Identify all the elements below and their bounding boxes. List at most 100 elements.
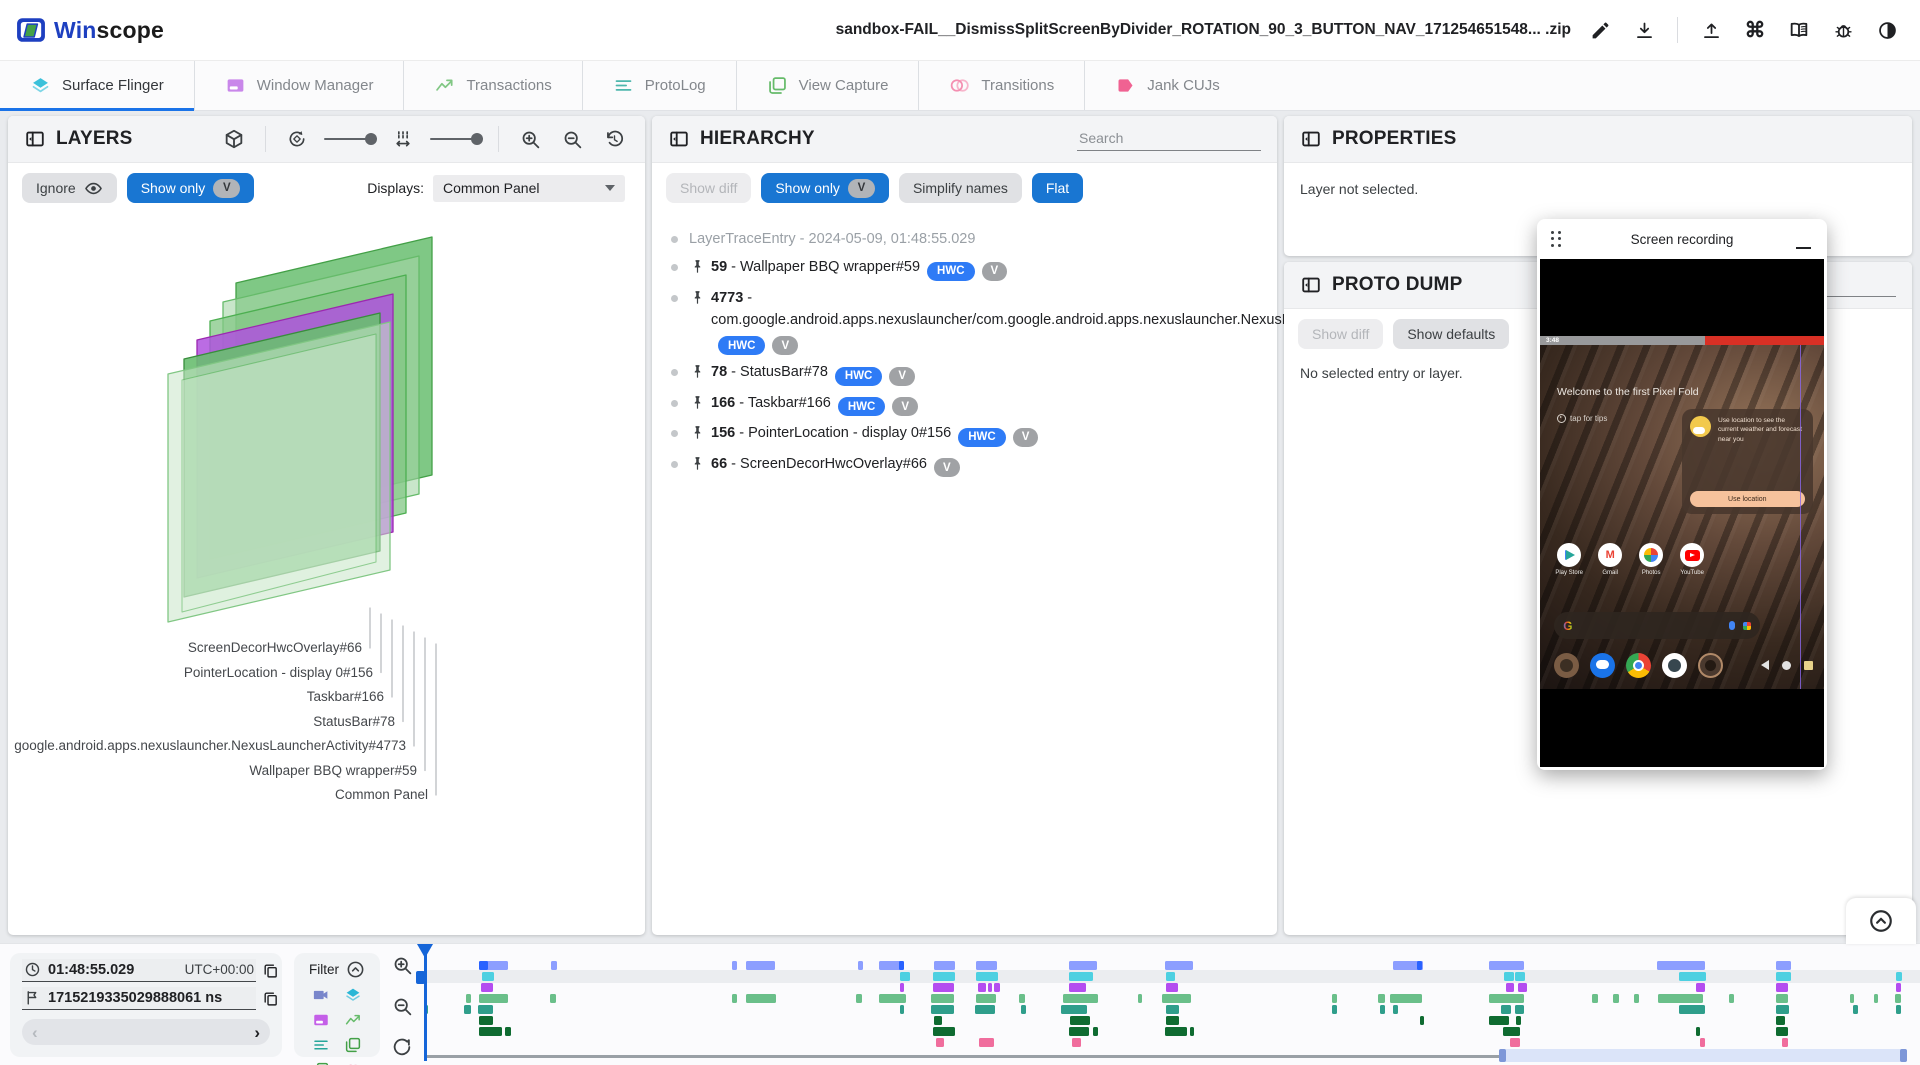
show-diff-button[interactable]: Show diff bbox=[666, 173, 752, 203]
trace-block-surface-flinger[interactable] bbox=[1896, 972, 1903, 981]
trace-block-transactions[interactable] bbox=[479, 994, 508, 1003]
tab-jank-cujs[interactable]: Jank CUJs bbox=[1084, 61, 1250, 110]
displays-select[interactable]: Common Panel bbox=[433, 174, 625, 202]
hierarchy-search-input[interactable] bbox=[1077, 127, 1261, 151]
trace-block-transactions[interactable] bbox=[1776, 994, 1789, 1003]
trace-block-window-manager[interactable] bbox=[987, 983, 993, 992]
tree-entry-59[interactable]: 59 - Wallpaper BBQ wrapper#59 HWC V bbox=[652, 253, 1273, 284]
spacing-slider[interactable] bbox=[430, 131, 483, 147]
tree-entry-156[interactable]: 156 - PointerLocation - display 0#156 HWC… bbox=[652, 419, 1273, 450]
trace-block-transactions[interactable] bbox=[976, 994, 997, 1003]
trace-block-window-manager[interactable] bbox=[1776, 983, 1788, 992]
trace-block-cap-screen-recording[interactable] bbox=[479, 961, 488, 970]
trace-block-transactions[interactable] bbox=[899, 994, 905, 1003]
flat-button[interactable]: Flat bbox=[1031, 173, 1084, 203]
trace-block-screen-recording[interactable] bbox=[1068, 961, 1098, 970]
range-handle-right[interactable] bbox=[1900, 1049, 1907, 1062]
timeline-range-selection[interactable] bbox=[1499, 1049, 1907, 1062]
reset-view-icon[interactable] bbox=[599, 124, 629, 154]
trace-block-protolog[interactable] bbox=[931, 1005, 955, 1014]
filter-collapse-icon[interactable] bbox=[346, 960, 365, 979]
show-diff-button[interactable]: Show diff bbox=[1298, 319, 1384, 349]
trace-block-transactions[interactable] bbox=[1390, 994, 1422, 1003]
trace-block-transitions-play[interactable] bbox=[1164, 1027, 1187, 1036]
trace-block-jank-cujs[interactable] bbox=[935, 1038, 944, 1047]
trace-block-transactions[interactable] bbox=[1728, 994, 1734, 1003]
trace-block-transactions[interactable] bbox=[1894, 994, 1902, 1003]
trace-block-surface-flinger[interactable] bbox=[932, 972, 956, 981]
trace-block-transactions[interactable] bbox=[1161, 994, 1192, 1003]
layers-3d-canvas[interactable]: ScreenDecorHwcOverlay#66 PointerLocation … bbox=[8, 208, 645, 935]
filter-toggle-transactions[interactable] bbox=[344, 1011, 362, 1029]
trace-block-transactions[interactable] bbox=[732, 994, 738, 1003]
dark-mode-toggle[interactable] bbox=[1872, 15, 1902, 45]
shortcuts-button[interactable]: ⌘ bbox=[1744, 18, 1766, 42]
trace-block-screen-recording[interactable] bbox=[551, 961, 558, 970]
trace-block-surface-flinger[interactable] bbox=[899, 972, 911, 981]
trace-block-protolog[interactable] bbox=[1020, 1005, 1027, 1014]
tab-surface-flinger[interactable]: Surface Flinger bbox=[0, 61, 194, 111]
trace-block-protolog[interactable] bbox=[1393, 1005, 1398, 1014]
trace-block-transactions[interactable] bbox=[931, 994, 955, 1003]
copy-time-button[interactable] bbox=[262, 962, 279, 979]
tab-transitions[interactable]: Transitions bbox=[918, 61, 1084, 110]
trace-block-transactions[interactable] bbox=[1634, 994, 1640, 1003]
zoom-out-icon[interactable] bbox=[557, 124, 587, 154]
filter-toggle-protolog[interactable] bbox=[312, 1036, 330, 1054]
copy-timestamp-button[interactable] bbox=[262, 990, 279, 1007]
simplify-names-button[interactable]: Simplify names bbox=[898, 173, 1022, 203]
trace-block-screen-recording[interactable] bbox=[1393, 961, 1424, 970]
current-timestamp-ns[interactable]: 1715219335029888061 ns bbox=[48, 989, 223, 1006]
tree-root-entry[interactable]: LayerTraceEntry - 2024-05-09, 01:48:55.0… bbox=[652, 225, 1273, 253]
trace-block-transactions[interactable] bbox=[878, 994, 906, 1003]
trace-block-transitions-play[interactable] bbox=[1695, 1027, 1701, 1036]
trace-block-transitions-play[interactable] bbox=[1068, 1027, 1089, 1036]
filter-toggle-transitions[interactable] bbox=[344, 1061, 362, 1065]
3d-view-icon[interactable] bbox=[219, 124, 249, 154]
trace-block-protolog[interactable] bbox=[1514, 1005, 1524, 1014]
trace-block-surface-flinger[interactable] bbox=[1515, 972, 1526, 981]
timeline-zoom-out-button[interactable] bbox=[390, 994, 414, 1018]
trace-block-window-manager[interactable] bbox=[977, 983, 986, 992]
trace-block-cap-screen-recording[interactable] bbox=[898, 961, 905, 970]
show-only-button[interactable]: Show only V bbox=[126, 173, 255, 203]
trace-block-protolog[interactable] bbox=[1679, 1005, 1706, 1014]
trace-block-surface-flinger[interactable] bbox=[482, 972, 495, 981]
collapse-panel-icon[interactable] bbox=[1300, 128, 1322, 150]
edit-file-button[interactable] bbox=[1585, 15, 1615, 45]
tree-entry-4773[interactable]: 4773 - com.google.android.apps.nexuslaun… bbox=[652, 284, 1428, 359]
trace-block-cap-screen-recording[interactable] bbox=[1417, 961, 1422, 970]
trace-block-screen-recording[interactable] bbox=[976, 961, 997, 970]
trace-block-transitions-play[interactable] bbox=[504, 1027, 511, 1036]
ignore-button[interactable]: Ignore bbox=[22, 173, 117, 203]
filter-toggle-viewcapture[interactable] bbox=[344, 1036, 362, 1054]
trace-block-screen-recording[interactable] bbox=[732, 961, 738, 970]
trace-block-screen-recording[interactable] bbox=[1776, 961, 1792, 970]
trace-block-window-manager[interactable] bbox=[1517, 983, 1527, 992]
trace-block-transitions-play[interactable] bbox=[1189, 1027, 1195, 1036]
trace-block-screen-recording[interactable] bbox=[1489, 961, 1524, 970]
trace-block-transactions[interactable] bbox=[1062, 994, 1098, 1003]
trace-block-transitions-dispatch[interactable] bbox=[1166, 1016, 1179, 1025]
trace-block-jank-cujs[interactable] bbox=[979, 1038, 994, 1047]
zoom-in-icon[interactable] bbox=[515, 124, 545, 154]
trace-block-protolog[interactable] bbox=[1166, 1005, 1179, 1014]
trace-block-transactions[interactable] bbox=[745, 994, 776, 1003]
next-entry-button[interactable]: › bbox=[254, 1022, 260, 1042]
trace-block-jank-cujs[interactable] bbox=[1782, 1038, 1789, 1047]
collapse-panel-icon[interactable] bbox=[668, 128, 690, 150]
expand-timeline-tab[interactable] bbox=[1846, 898, 1916, 944]
upload-button[interactable] bbox=[1696, 15, 1726, 45]
trace-block-screen-recording[interactable] bbox=[745, 961, 775, 970]
trace-block-transactions[interactable] bbox=[1658, 994, 1704, 1003]
rotation-icon[interactable] bbox=[282, 124, 312, 154]
timeline-cursor-handle[interactable] bbox=[416, 971, 425, 984]
trace-block-screen-recording[interactable] bbox=[857, 961, 864, 970]
trace-block-protolog[interactable] bbox=[1896, 1005, 1902, 1014]
spacing-icon[interactable] bbox=[388, 124, 418, 154]
tree-entry-78[interactable]: 78 - StatusBar#78 HWC V bbox=[652, 358, 1273, 389]
show-only-button[interactable]: Show only V bbox=[761, 173, 889, 203]
trace-block-transitions-play[interactable] bbox=[479, 1027, 502, 1036]
timeline-reset-zoom-button[interactable] bbox=[390, 1035, 414, 1059]
trace-block-window-manager[interactable] bbox=[899, 983, 904, 992]
